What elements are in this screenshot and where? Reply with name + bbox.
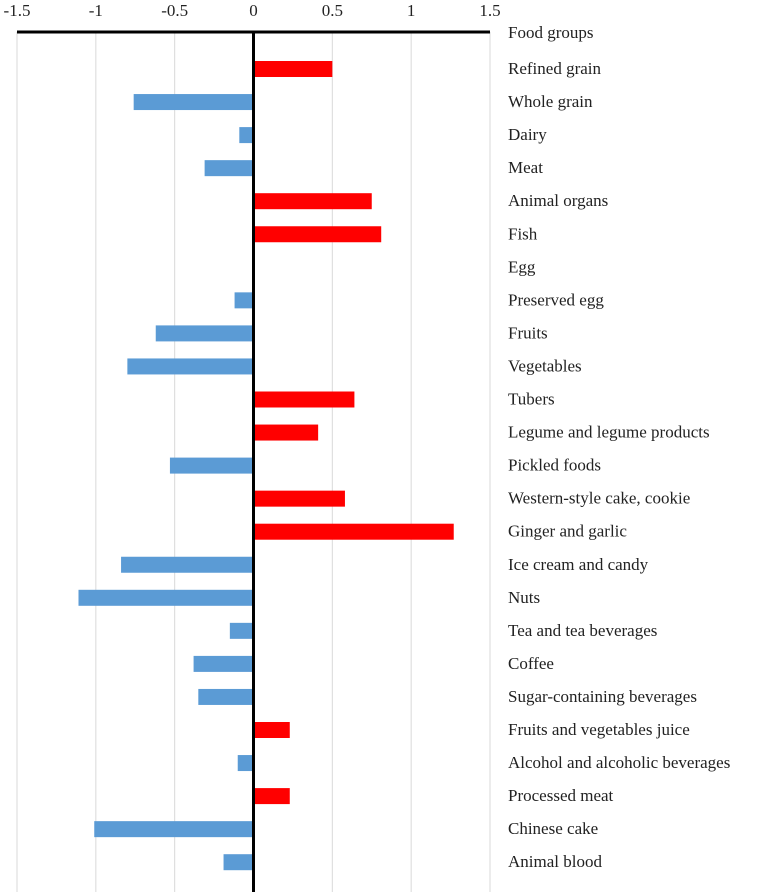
bar (253, 391, 355, 408)
bar (94, 821, 254, 838)
bar (253, 722, 290, 738)
category-label: Preserved egg (508, 290, 604, 309)
category-label: Refined grain (508, 59, 601, 78)
x-tick-label: -0.5 (161, 1, 188, 20)
category-label: Animal organs (508, 191, 608, 210)
bar (198, 688, 254, 705)
x-tick-label: 1 (407, 1, 416, 20)
bar (193, 655, 254, 672)
bar (253, 226, 382, 243)
bar (253, 424, 319, 441)
category-label: Egg (508, 257, 536, 276)
category-label: Meat (508, 158, 543, 177)
bar (253, 61, 333, 77)
bar (223, 854, 254, 871)
food-groups-header: Food groups (508, 23, 593, 42)
x-tick-label: 1.5 (479, 1, 500, 20)
bar (234, 292, 254, 309)
category-label: Sugar-containing beverages (508, 687, 697, 706)
category-label: Coffee (508, 654, 554, 673)
category-label: Nuts (508, 588, 540, 607)
category-labels: Food groups Refined grain Whole grain Dair… (508, 23, 730, 871)
category-label: Animal blood (508, 852, 602, 871)
category-label: Alcohol and alcoholic beverages (508, 753, 730, 772)
bar (253, 523, 454, 540)
category-label: Fruits and vegetables juice (508, 720, 690, 739)
category-label: Dairy (508, 125, 547, 144)
bars (78, 61, 454, 871)
category-label: Ginger and garlic (508, 522, 627, 541)
category-label: Fruits (508, 323, 548, 342)
x-tick-label: -1 (89, 1, 103, 20)
bar (253, 490, 345, 507)
bar (78, 589, 254, 606)
bar (155, 325, 254, 342)
bar (237, 755, 254, 772)
x-tick-label: 0 (249, 1, 258, 20)
category-label: Ice cream and candy (508, 555, 649, 574)
bar (239, 127, 254, 144)
category-label: Tea and tea beverages (508, 621, 657, 640)
axes: -1.5 -1 -0.5 0 0.5 1 1.5 (4, 1, 501, 892)
category-label: Whole grain (508, 92, 593, 111)
bar (169, 457, 254, 474)
category-label: Western-style cake, cookie (508, 489, 690, 508)
category-label: Legume and legume products (508, 423, 710, 442)
category-label: Fish (508, 224, 538, 243)
category-label: Chinese cake (508, 819, 598, 838)
bar (133, 94, 254, 111)
category-label: Tubers (508, 390, 555, 409)
bar (253, 788, 290, 805)
x-tick-label: 0.5 (322, 1, 343, 20)
category-label: Vegetables (508, 356, 582, 375)
bar (253, 193, 372, 210)
category-label: Processed meat (508, 786, 614, 805)
bar (204, 160, 254, 177)
x-tick-label: -1.5 (4, 1, 31, 20)
bar (121, 556, 254, 573)
category-label: Pickled foods (508, 456, 601, 475)
bar (229, 622, 254, 639)
bar (127, 358, 254, 375)
